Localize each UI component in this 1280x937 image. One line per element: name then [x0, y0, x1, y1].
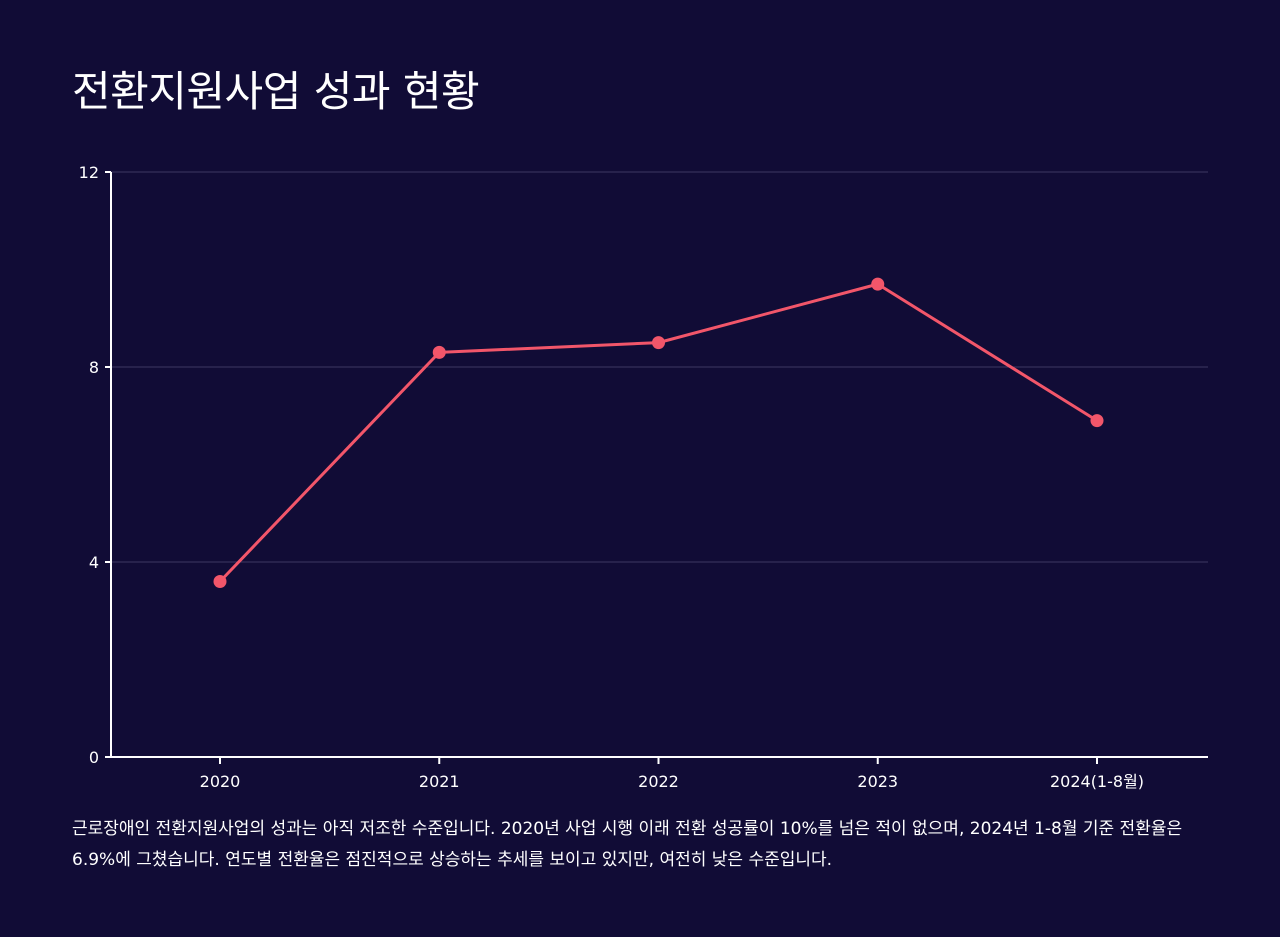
x-tick-label: 2023 — [857, 772, 898, 791]
series-line — [218, 282, 1099, 583]
data-point — [871, 277, 885, 291]
x-tick-label: 2024(1-8월) — [1050, 772, 1144, 791]
data-point — [432, 345, 446, 359]
y-tick-label: 8 — [89, 358, 99, 377]
data-point — [213, 575, 227, 588]
x-tick-labels: 2020 2021 2022 2023 2024(1-8월) — [200, 772, 1144, 791]
y-tick-label: 12 — [79, 163, 99, 182]
x-tick-label: 2021 — [419, 772, 460, 791]
y-tick-label: 4 — [89, 553, 99, 572]
line-chart: 0 4 8 12 2020 2021 2022 2023 2024(1-8월) — [79, 163, 1208, 791]
data-point — [1090, 414, 1104, 428]
series-line-path — [218, 282, 1099, 583]
chart-title: 전환지원사업 성과 현황 — [72, 67, 480, 116]
grid-lines — [111, 171, 1208, 563]
y-tick-label: 0 — [89, 748, 99, 767]
data-points — [213, 277, 1104, 588]
x-tick-label: 2020 — [200, 772, 241, 791]
axes — [105, 171, 1208, 764]
chart-caption: 근로장애인 전환지원사업의 성과는 아직 저조한 수준입니다. 2020년 사업… — [72, 819, 1183, 870]
data-point — [652, 336, 665, 350]
y-tick-labels: 0 4 8 12 — [79, 163, 99, 767]
x-tick-label: 2022 — [638, 772, 679, 791]
